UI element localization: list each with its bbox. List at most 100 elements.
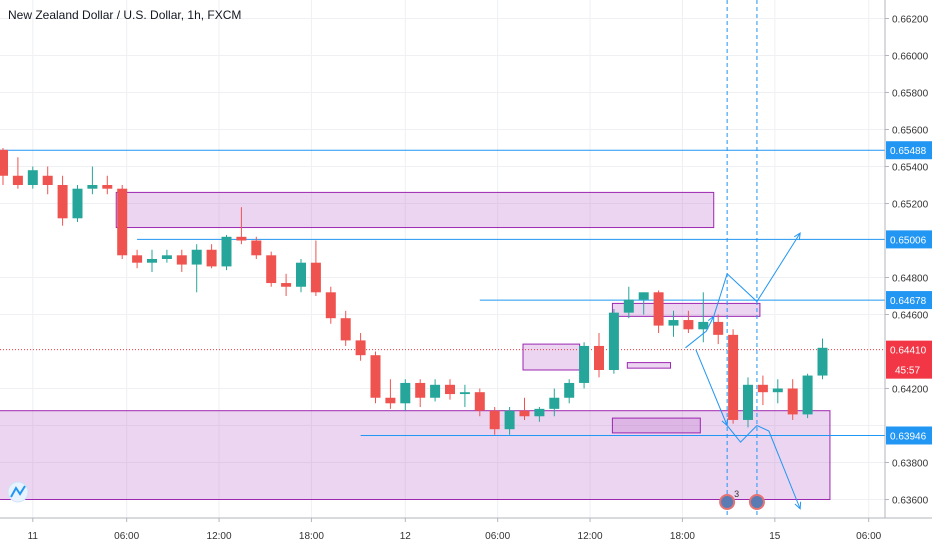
zone-rectangle[interactable] [611, 417, 701, 434]
projection-path[interactable] [726, 424, 801, 509]
zone-rectangle[interactable] [611, 302, 761, 317]
candle-body[interactable] [72, 188, 83, 219]
candle-body[interactable] [87, 185, 98, 189]
candle-body[interactable] [0, 149, 8, 176]
candle-body[interactable] [698, 321, 709, 330]
candle-body[interactable] [623, 299, 634, 313]
candle-body[interactable] [400, 382, 411, 404]
candle-body[interactable] [638, 292, 649, 300]
price-tick-label: 0.65200 [892, 200, 929, 211]
candle-body[interactable] [430, 384, 441, 398]
candle-body[interactable] [549, 397, 560, 409]
level-price-tag [886, 141, 932, 160]
price-tick-label: 0.65600 [892, 126, 929, 137]
time-tick-label: 18:00 [299, 531, 324, 542]
time-tick-label: 12 [400, 531, 412, 542]
time-tick-label: 18:00 [670, 531, 695, 542]
projection-path[interactable] [685, 316, 715, 349]
zone-rectangle[interactable] [626, 362, 672, 369]
candle-body[interactable] [340, 318, 351, 341]
candle-body[interactable] [236, 236, 247, 241]
zone-rectangle[interactable] [522, 343, 581, 371]
candle-body[interactable] [132, 255, 143, 263]
candle-body[interactable] [519, 410, 530, 417]
countdown-label: 45:57 [895, 366, 920, 377]
candle-body[interactable] [445, 384, 455, 395]
candle-body[interactable] [12, 175, 23, 185]
price-tick-label: 0.64600 [892, 311, 929, 322]
time-tick-label: 15 [769, 531, 781, 542]
candle-body[interactable] [504, 410, 515, 430]
candle-body[interactable] [385, 397, 396, 404]
candle-body[interactable] [668, 320, 679, 326]
candle-body[interactable] [787, 388, 798, 415]
candle-body[interactable] [757, 384, 768, 393]
price-tick-label: 0.66200 [892, 15, 929, 26]
candle-body[interactable] [296, 262, 306, 287]
candle-body[interactable] [221, 236, 232, 267]
current-price-tag [886, 340, 932, 379]
candle-body[interactable] [27, 170, 38, 185]
candle-body[interactable] [802, 375, 813, 415]
candle-body[interactable] [594, 345, 604, 370]
price-tick-label: 0.65800 [892, 89, 929, 100]
level-price-label: 0.65488 [890, 146, 927, 157]
candle-body[interactable] [817, 347, 828, 376]
candle-body[interactable] [489, 410, 500, 430]
candle-body[interactable] [117, 188, 128, 256]
time-tick-label: 12:00 [578, 531, 603, 542]
candle-body[interactable] [415, 382, 426, 398]
candle-body[interactable] [728, 334, 739, 420]
economic-event-icon[interactable] [748, 494, 765, 510]
economic-event-icon[interactable] [719, 494, 736, 510]
chart-title: New Zealand Dollar / U.S. Dollar, 1h, FX… [8, 8, 242, 22]
candle-body[interactable] [370, 355, 381, 398]
candle-body[interactable] [772, 388, 783, 393]
candle-body[interactable] [743, 384, 753, 420]
candle-body[interactable] [355, 340, 366, 356]
candle-body[interactable] [564, 382, 575, 398]
candle-body[interactable] [579, 345, 590, 383]
price-tick-label: 0.64800 [892, 274, 929, 285]
current-price-label: 0.64410 [890, 346, 927, 357]
candle-body[interactable] [42, 175, 53, 185]
candle-body[interactable] [102, 185, 113, 189]
candle-body[interactable] [206, 249, 217, 267]
candle-body[interactable] [147, 259, 157, 263]
candle-body[interactable] [713, 321, 724, 335]
price-tick-label: 0.64200 [892, 385, 929, 396]
candle-body[interactable] [683, 320, 694, 330]
zone-rectangle[interactable] [115, 191, 715, 229]
time-tick-label: 06:00 [856, 531, 881, 542]
candle-body[interactable] [57, 185, 68, 219]
time-tick-label: 11 [28, 531, 39, 542]
price-tick-label: 0.63800 [892, 459, 929, 470]
time-axis-background [0, 518, 885, 550]
candle-body[interactable] [534, 408, 545, 417]
projection-arrowhead [794, 501, 802, 510]
candle-body[interactable] [608, 312, 619, 370]
projection-path[interactable] [695, 349, 728, 426]
candle-body[interactable] [653, 292, 664, 326]
candle-body[interactable] [176, 255, 187, 265]
level-price-tag [886, 426, 932, 445]
candle-body[interactable] [191, 249, 202, 265]
candle-body[interactable] [459, 392, 470, 395]
level-price-tag [886, 291, 932, 310]
candle-body[interactable] [266, 255, 277, 284]
candle-body[interactable] [281, 283, 292, 287]
projection-path[interactable] [713, 232, 801, 317]
candle-body[interactable] [325, 292, 336, 319]
candle-body[interactable] [474, 392, 485, 411]
time-tick-label: 06:00 [485, 531, 510, 542]
candle-body[interactable] [251, 240, 262, 256]
price-tick-label: 0.63600 [892, 496, 929, 507]
price-tick-label: 0.65400 [892, 163, 929, 174]
zone-rectangle[interactable] [0, 410, 831, 501]
candle-body[interactable] [161, 255, 172, 259]
time-tick-label: 12:00 [207, 531, 232, 542]
time-tick-label: 06:00 [114, 531, 139, 542]
candle-body[interactable] [310, 262, 321, 293]
